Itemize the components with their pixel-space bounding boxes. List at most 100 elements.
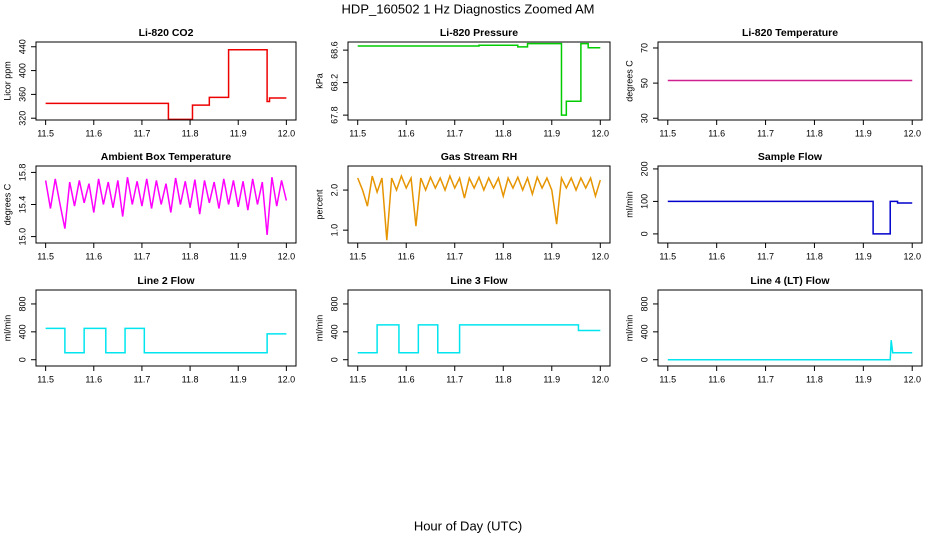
y-tick-label: 30 — [639, 113, 649, 123]
x-tick-label: 11.8 — [806, 251, 823, 261]
x-tick-label: 12.0 — [903, 128, 921, 138]
x-tick-label: 11.7 — [757, 128, 774, 138]
panel-title: Line 4 (LT) Flow — [750, 275, 830, 287]
x-tick-label: 11.9 — [855, 128, 872, 138]
panel-title: Li-820 Pressure — [440, 27, 518, 39]
chart-title: HDP_160502 1 Hz Diagnostics Zoomed AM — [342, 1, 595, 16]
x-tick-label: 11.5 — [349, 251, 366, 261]
y-tick-label: 440 — [17, 39, 27, 54]
data-line — [667, 340, 913, 361]
y-axis-label: ml/min — [314, 315, 324, 342]
x-tick-label: 11.6 — [708, 128, 725, 138]
x-tick-label: 12.0 — [592, 251, 610, 261]
data-line — [45, 48, 287, 121]
x-tick-label: 11.7 — [757, 251, 774, 261]
y-tick-label: 0 — [639, 357, 649, 362]
panel-title: Li-820 Temperature — [742, 27, 838, 39]
x-tick-label: 11.7 — [133, 128, 150, 138]
y-tick-label: 320 — [17, 111, 27, 126]
x-tick-label: 11.6 — [708, 251, 725, 261]
x-tick-label: 12.0 — [278, 374, 296, 384]
x-tick-label: 11.9 — [855, 374, 872, 384]
y-axis-label: degrees C — [2, 183, 12, 225]
y-tick-label: 15.4 — [17, 196, 27, 214]
x-tick-label: 11.6 — [708, 374, 725, 384]
y-tick-label: 400 — [17, 324, 27, 339]
y-axis-label: ml/min — [624, 191, 634, 218]
y-tick-label: 1.0 — [329, 224, 339, 237]
x-tick-label: 11.8 — [182, 128, 199, 138]
plot-frame — [35, 289, 297, 367]
x-tick-label: 11.7 — [133, 374, 150, 384]
x-tick-label: 11.6 — [85, 374, 102, 384]
x-tick-label: 12.0 — [592, 128, 610, 138]
x-tick-label: 11.5 — [349, 374, 366, 384]
x-tick-label: 11.8 — [495, 251, 512, 261]
x-tick-label: 11.5 — [659, 251, 676, 261]
plot-frame — [35, 41, 297, 121]
x-tick-label: 11.9 — [230, 128, 247, 138]
x-tick-label: 11.7 — [757, 374, 774, 384]
x-tick-label: 11.9 — [543, 374, 560, 384]
y-tick-label: 67.8 — [329, 106, 339, 124]
y-tick-label: 50 — [639, 78, 649, 88]
x-tick-label: 11.7 — [446, 374, 463, 384]
data-line — [357, 173, 602, 241]
y-tick-label: 360 — [17, 87, 27, 102]
y-tick-label: 0 — [17, 357, 27, 362]
panel-title: Ambient Box Temperature — [101, 151, 232, 163]
data-line — [45, 327, 287, 354]
y-tick-label: 800 — [329, 296, 339, 311]
plot-frame — [347, 41, 611, 121]
x-tick-label: 11.8 — [806, 374, 823, 384]
panel-title: Line 3 Flow — [450, 275, 508, 287]
y-tick-label: 68.2 — [329, 74, 339, 92]
x-tick-label: 11.7 — [133, 251, 150, 261]
y-axis-label: degrees C — [624, 60, 634, 102]
x-tick-label: 11.5 — [37, 251, 54, 261]
plot-frame — [657, 41, 923, 121]
x-tick-label: 11.6 — [398, 128, 415, 138]
x-tick-label: 11.8 — [182, 251, 199, 261]
x-tick-label: 12.0 — [592, 374, 610, 384]
y-tick-label: 70 — [639, 43, 649, 53]
data-line — [357, 324, 601, 354]
plot-frame — [35, 165, 297, 244]
panel-title: Line 2 Flow — [137, 275, 195, 287]
x-tick-label: 12.0 — [278, 128, 296, 138]
x-tick-label: 11.6 — [398, 251, 415, 261]
y-axis-label: percent — [314, 189, 324, 220]
y-tick-label: 100 — [639, 194, 649, 209]
x-tick-label: 11.8 — [806, 128, 823, 138]
y-tick-label: 800 — [17, 296, 27, 311]
x-tick-label: 11.5 — [349, 128, 366, 138]
y-axis-label: kPa — [314, 73, 324, 89]
x-tick-label: 12.0 — [903, 251, 921, 261]
y-axis-label: Licor ppm — [2, 61, 12, 101]
y-tick-label: 68.6 — [329, 41, 339, 59]
data-line — [357, 42, 601, 116]
x-tick-label: 11.6 — [398, 374, 415, 384]
y-tick-label: 800 — [639, 296, 649, 311]
x-tick-label: 11.5 — [37, 374, 54, 384]
x-tick-label: 11.5 — [659, 128, 676, 138]
x-tick-label: 11.8 — [495, 128, 512, 138]
x-tick-label: 11.9 — [230, 374, 247, 384]
panel-title: Sample Flow — [758, 151, 823, 163]
x-tick-label: 11.5 — [37, 128, 54, 138]
x-tick-label: 11.7 — [446, 251, 463, 261]
x-axis-label: Hour of Day (UTC) — [414, 518, 522, 533]
x-tick-label: 11.6 — [85, 251, 102, 261]
x-tick-label: 12.0 — [903, 374, 921, 384]
y-axis-label: ml/min — [2, 315, 12, 342]
plot-frame — [657, 165, 923, 244]
y-tick-label: 400 — [17, 63, 27, 78]
plot-frame — [347, 165, 611, 244]
x-tick-label: 11.9 — [543, 251, 560, 261]
x-tick-label: 11.8 — [182, 374, 199, 384]
y-tick-label: 2.0 — [329, 184, 339, 197]
x-tick-label: 11.9 — [543, 128, 560, 138]
x-tick-label: 11.5 — [659, 374, 676, 384]
y-tick-label: 15.0 — [17, 228, 27, 246]
x-tick-label: 12.0 — [278, 251, 296, 261]
